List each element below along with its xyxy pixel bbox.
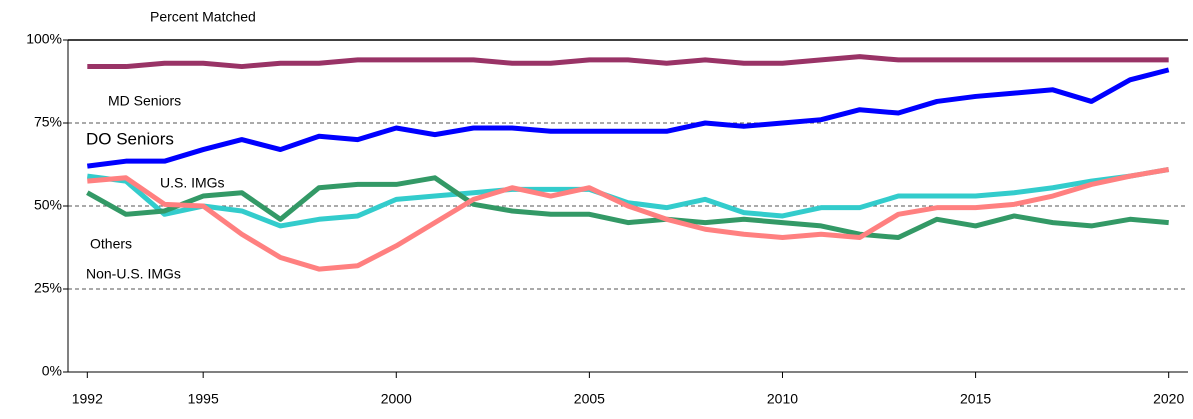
x-tick-label: 2020 — [1153, 391, 1184, 407]
series-label: DO Seniors — [86, 129, 174, 148]
x-tick-label: 1995 — [188, 391, 219, 407]
x-tick-label: 2005 — [574, 391, 605, 407]
series-label: U.S. IMGs — [160, 175, 225, 191]
chart-title: Percent Matched — [150, 9, 256, 25]
x-tick-label: 1992 — [72, 391, 103, 407]
series-label: Others — [90, 236, 132, 252]
x-tick-label: 2010 — [767, 391, 798, 407]
series-label: Non-U.S. IMGs — [86, 266, 181, 282]
y-tick-label: 75% — [34, 114, 62, 130]
y-tick-label: 25% — [34, 280, 62, 296]
y-tick-label: 50% — [34, 197, 62, 213]
x-tick-label: 2000 — [381, 391, 412, 407]
x-tick-label: 2015 — [960, 391, 991, 407]
series-label: MD Seniors — [108, 93, 181, 109]
series-line — [86, 167, 1170, 229]
series-line — [87, 167, 1170, 272]
y-tick-label: 100% — [26, 31, 62, 47]
y-tick-label: 0% — [42, 363, 62, 379]
series-line — [86, 67, 1170, 169]
series-line — [86, 175, 1169, 241]
series-line — [87, 54, 1169, 70]
